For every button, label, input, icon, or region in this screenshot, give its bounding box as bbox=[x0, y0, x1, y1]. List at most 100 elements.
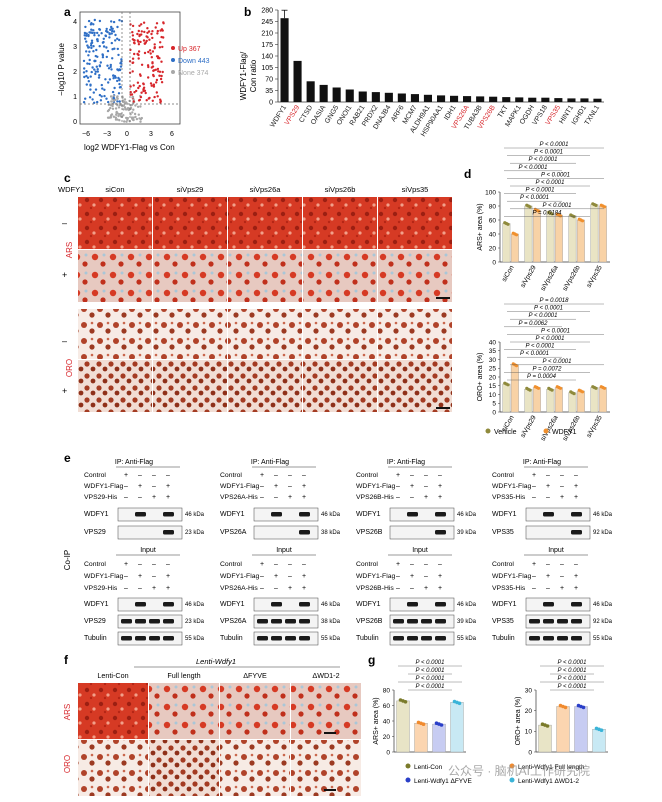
blot-row-label: VPS26A-His bbox=[220, 585, 258, 592]
data-point bbox=[528, 205, 532, 209]
kda-label: 46 kDa bbox=[185, 602, 205, 608]
legend-dot-up bbox=[171, 46, 175, 50]
bar bbox=[554, 387, 563, 413]
p-value: P < 0.0001 bbox=[529, 157, 558, 163]
lane-sign: – bbox=[396, 494, 400, 501]
blot-strip bbox=[117, 597, 183, 612]
kda-label: 23 kDa bbox=[185, 619, 205, 625]
bar bbox=[524, 389, 533, 413]
blot-band bbox=[435, 619, 446, 624]
blot-band bbox=[257, 619, 268, 624]
volcano-point bbox=[150, 84, 153, 87]
lane-sign: – bbox=[138, 585, 142, 592]
bar bbox=[590, 204, 599, 263]
volcano-point bbox=[147, 76, 150, 79]
volcano-point bbox=[112, 30, 116, 33]
blot-row-label: VPS29-His bbox=[84, 494, 118, 501]
blot-band bbox=[163, 602, 174, 607]
volcano-point bbox=[94, 88, 98, 91]
bar bbox=[410, 94, 419, 102]
lane-sign: + bbox=[260, 561, 264, 568]
blot-row-label: Control bbox=[220, 561, 242, 568]
volcano-point bbox=[133, 52, 136, 56]
band-label: WDFY1 bbox=[220, 511, 245, 518]
blot-strip bbox=[525, 525, 591, 540]
volcano-point bbox=[84, 97, 87, 100]
micrograph-tile bbox=[228, 197, 302, 249]
micrograph-tile bbox=[228, 250, 302, 302]
volcano-point bbox=[114, 107, 118, 110]
volcano-point bbox=[99, 61, 103, 64]
volcano-point bbox=[117, 114, 120, 118]
micrograph-tile bbox=[78, 360, 152, 412]
blot-band bbox=[285, 636, 296, 641]
input-title: Input bbox=[412, 547, 428, 554]
lane-sign: – bbox=[424, 472, 428, 479]
volcano-point bbox=[88, 62, 91, 66]
blot-band bbox=[557, 619, 568, 624]
volcano-point bbox=[156, 95, 159, 98]
volcano-point bbox=[101, 56, 105, 59]
p-value: P < 0.0001 bbox=[529, 313, 558, 319]
blot-band bbox=[135, 636, 146, 641]
p-value: P < 0.0001 bbox=[416, 684, 445, 690]
lane-sign: + bbox=[424, 585, 428, 592]
data-point bbox=[506, 222, 510, 226]
bar bbox=[450, 702, 464, 753]
volcano-point bbox=[121, 95, 124, 98]
volcano-point bbox=[133, 42, 136, 45]
lane-sign: + bbox=[166, 573, 170, 580]
bar bbox=[538, 724, 552, 753]
volcano-point bbox=[131, 118, 135, 122]
data-point bbox=[514, 233, 519, 237]
bar bbox=[528, 97, 537, 102]
volcano-xlabel: log2 WDFY1-Flag vs Con bbox=[84, 143, 175, 152]
lane-sign: + bbox=[438, 573, 442, 580]
volcano-point bbox=[98, 28, 102, 31]
ytick: 2 bbox=[73, 69, 77, 76]
volcano-point bbox=[160, 81, 164, 84]
bar bbox=[554, 98, 563, 102]
blot-row-label: WDFY1-Flag bbox=[84, 483, 123, 490]
lane-sign: – bbox=[532, 573, 536, 580]
lane-sign: + bbox=[546, 573, 550, 580]
volcano-point bbox=[111, 57, 114, 60]
bar bbox=[414, 723, 428, 753]
blot-band bbox=[543, 636, 554, 641]
volcano-point bbox=[107, 81, 110, 84]
bar bbox=[590, 387, 599, 413]
p-value: P < 0.0001 bbox=[543, 359, 572, 365]
volcano-point bbox=[112, 115, 116, 118]
lane-sign: + bbox=[574, 585, 578, 592]
volcano-point bbox=[153, 43, 156, 46]
volcano-point bbox=[109, 63, 113, 67]
volcano-point bbox=[123, 101, 127, 104]
volcano-point bbox=[88, 96, 92, 99]
bar bbox=[580, 98, 589, 102]
volcano-point bbox=[131, 34, 135, 37]
volcano-point bbox=[136, 105, 140, 109]
bar bbox=[568, 215, 577, 263]
bar bbox=[532, 387, 541, 413]
volcano-point bbox=[147, 50, 150, 54]
bar bbox=[541, 97, 550, 102]
bar bbox=[450, 95, 459, 102]
volcano-point bbox=[131, 24, 135, 28]
data-point bbox=[545, 724, 550, 728]
volcano-point bbox=[114, 33, 117, 37]
p-value: P = 0.0184 bbox=[533, 210, 563, 216]
band-label: VPS26A bbox=[220, 618, 247, 625]
volcano-point bbox=[111, 48, 114, 51]
input-title: Input bbox=[548, 547, 564, 554]
chart-ylabel: ARS+ area (%) bbox=[477, 203, 484, 250]
volcano-point bbox=[132, 98, 135, 101]
volcano-point bbox=[90, 22, 93, 25]
volcano-point bbox=[92, 45, 95, 48]
bar bbox=[423, 94, 432, 102]
band-label: WDFY1 bbox=[220, 601, 245, 608]
band-label: VPS26B bbox=[356, 618, 383, 625]
f-oro-tile bbox=[220, 740, 290, 796]
lane-sign: – bbox=[546, 585, 550, 592]
